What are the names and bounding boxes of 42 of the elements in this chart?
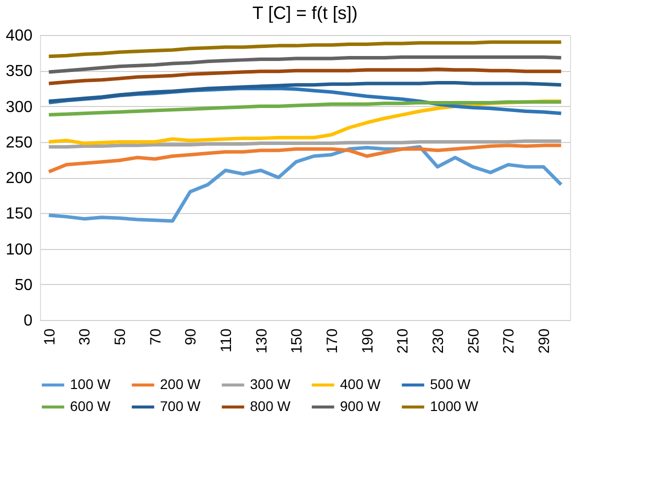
chart-title: T [C] = f(t [s]) [252, 3, 358, 23]
x-tick-label: 250 [465, 328, 482, 354]
x-tick-label: 270 [500, 328, 518, 354]
x-tick-label: 130 [253, 328, 270, 354]
legend-label: 200 W [160, 376, 202, 392]
line-series [47, 67, 563, 86]
x-tick-label: 290 [536, 328, 553, 354]
line-series [47, 55, 563, 74]
legend-label: 500 W [430, 376, 472, 392]
x-tick-label: 190 [359, 328, 376, 354]
legend-label: 800 W [250, 398, 292, 414]
line-series [47, 40, 563, 58]
line-series [47, 145, 563, 223]
x-tick-label: 230 [430, 328, 447, 354]
y-tick-label: 300 [6, 98, 33, 116]
y-tick-label: 100 [6, 241, 33, 258]
line-series [47, 144, 563, 174]
line-series [47, 100, 563, 117]
legend-label: 1000 W [430, 398, 480, 414]
y-tick-label: 150 [6, 206, 33, 223]
x-tick-label: 150 [288, 328, 306, 354]
y-tick-label: 250 [6, 134, 33, 152]
x-tick-label: 50 [112, 328, 129, 346]
legend-label: 700 W [160, 398, 202, 414]
x-tick-label: 30 [76, 328, 94, 346]
legend-label: 100 W [70, 376, 112, 392]
x-tick-label: 170 [324, 328, 341, 354]
y-tick-label: 50 [14, 276, 33, 294]
line-series [47, 80, 563, 104]
y-tick-label: 400 [6, 28, 33, 44]
legend-label: 600 W [70, 398, 112, 414]
y-tick-label: 200 [6, 170, 33, 187]
y-tick-label: 0 [24, 312, 33, 330]
x-tick-label: 210 [394, 328, 412, 354]
legend-label: 300 W [250, 376, 292, 392]
x-tick-label: 10 [41, 328, 58, 346]
y-tick-label: 350 [6, 63, 33, 80]
legend-label: 400 W [340, 376, 382, 392]
x-tick-label: 70 [147, 328, 164, 346]
x-tick-label: 110 [218, 328, 235, 352]
x-tick-label: 90 [182, 328, 200, 346]
legend-label: 900 W [340, 398, 382, 414]
